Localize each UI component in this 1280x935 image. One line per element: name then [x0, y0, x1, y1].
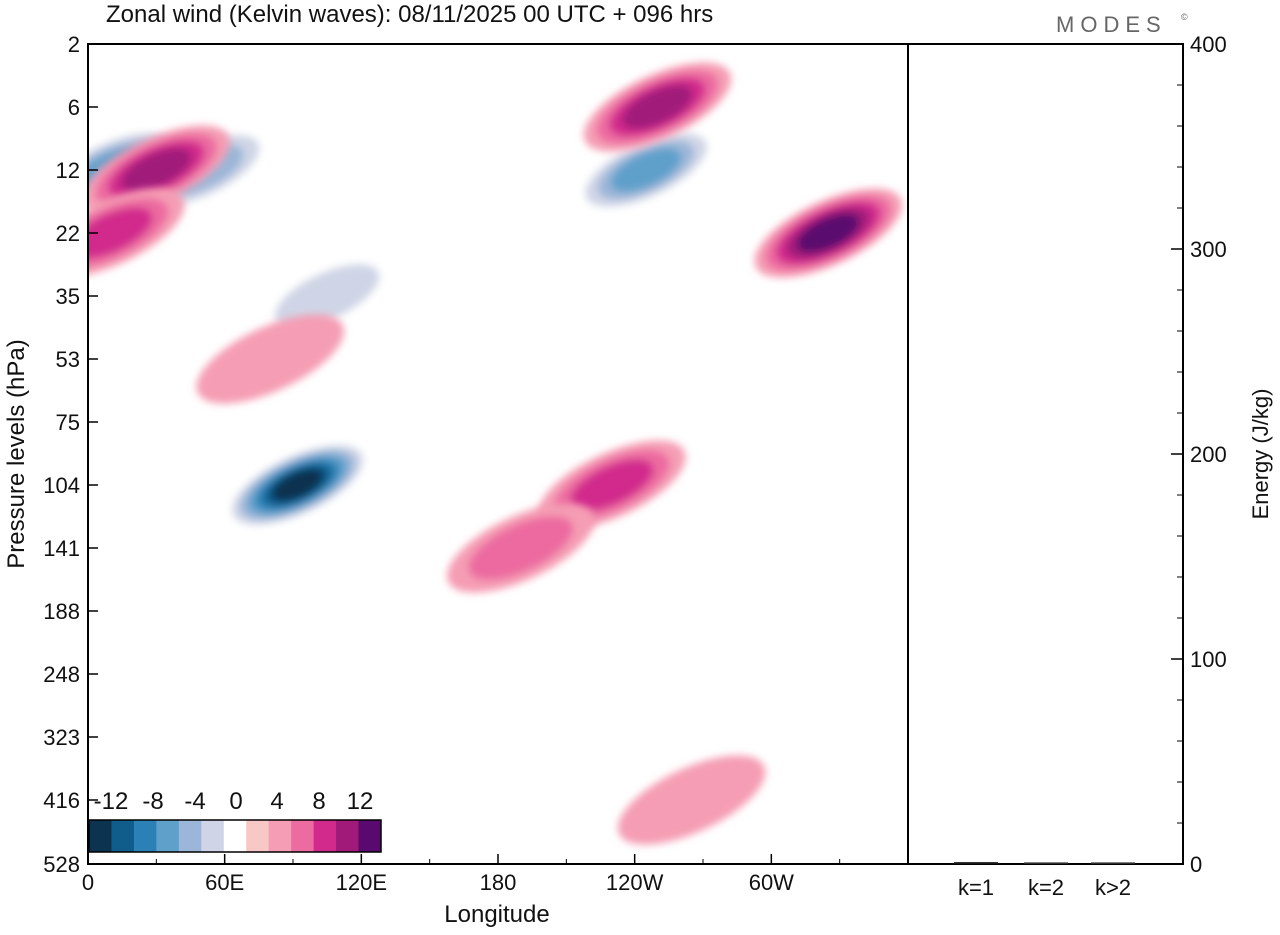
colorbar-swatch	[156, 820, 180, 852]
colorbar: -12 -8 -4 0 4 8 12	[88, 788, 382, 853]
wind-anomaly-field	[88, 62, 903, 845]
colorbar-swatch	[358, 820, 382, 852]
anomaly-contour	[196, 314, 344, 404]
anomaly-contour	[121, 148, 192, 192]
anomaly-westerly	[617, 755, 766, 845]
colorbar-swatch	[291, 820, 315, 852]
x-axis-label: Longitude	[444, 901, 549, 928]
longitude-tick-label: 120W	[606, 870, 664, 895]
colorbar-swatch	[268, 820, 292, 852]
pressure-tick-label: 22	[56, 221, 80, 246]
pressure-tick-label: 6	[68, 95, 80, 120]
energy-category-label: k=1	[958, 875, 994, 900]
energy-axis: 0 100 200 300 400	[1171, 32, 1227, 877]
pressure-tick-label: 141	[43, 536, 80, 561]
colorbar-swatch	[133, 820, 157, 852]
colorbar-swatch	[336, 820, 360, 852]
colorbar-swatch	[111, 820, 135, 852]
pressure-tick-label: 528	[43, 852, 80, 877]
colorbar-swatch	[89, 820, 112, 852]
pressure-axis: 2 6 12 22 35 53 75 104 141 188 248 323 416 528	[43, 32, 98, 877]
longitude-tick-label: 60E	[205, 870, 244, 895]
brand-text: MODES	[1056, 12, 1167, 37]
energy-bar	[954, 861, 998, 864]
anomaly-easterly	[223, 440, 372, 530]
colorbar-label: 4	[270, 788, 283, 815]
energy-tick-label: 0	[1190, 852, 1202, 877]
pressure-tick-label: 12	[56, 158, 80, 183]
modes-logo: MODES ©	[1056, 12, 1188, 37]
anomaly-westerly	[196, 314, 344, 404]
y-axis-label: Pressure levels (hPa)	[3, 339, 30, 568]
colorbar-frame	[88, 819, 382, 853]
anomaly-contour	[274, 264, 380, 328]
colorbar-label: -4	[184, 788, 205, 815]
colorbar-swatch	[201, 820, 225, 852]
pressure-tick-label: 53	[56, 347, 80, 372]
anomaly-contour	[622, 85, 693, 129]
colorbar-swatch	[246, 820, 270, 852]
anomaly-westerly	[88, 125, 231, 215]
colorbar-label: -12	[94, 788, 129, 815]
anomaly-contour	[570, 459, 654, 511]
anomaly-contour	[272, 468, 324, 502]
pressure-tick-label: 188	[43, 599, 80, 624]
longitude-tick-label: 120E	[336, 870, 387, 895]
pressure-tick-label: 323	[43, 725, 80, 750]
energy-bars: k=1 k=2 k>2	[954, 861, 1135, 900]
pressure-tick-label: 75	[56, 410, 80, 435]
anomaly-easterly	[617, 629, 766, 719]
pressure-tick-label: 248	[43, 662, 80, 687]
energy-category-label: k=2	[1028, 875, 1064, 900]
longitude-tick-label: 180	[480, 870, 517, 895]
anomaly-contour	[617, 755, 766, 845]
anomaly-westerly	[88, 188, 185, 278]
anomaly-westerly	[754, 188, 903, 278]
anomaly-contour	[610, 148, 682, 192]
brand-mark: ©	[1181, 12, 1188, 22]
colorbar-label: 12	[347, 788, 374, 815]
anomaly-westerly	[583, 62, 732, 152]
pressure-tick-label: 104	[43, 473, 80, 498]
energy-tick-label: 200	[1190, 442, 1227, 467]
anomaly-contour	[468, 516, 574, 580]
colorbar-swatch	[223, 820, 247, 852]
energy-tick-label: 300	[1190, 237, 1227, 262]
longitude-tick-label: 0	[82, 870, 94, 895]
anomaly-contour	[617, 629, 766, 719]
energy-axis-label: Energy (J/kg)	[1248, 389, 1273, 520]
colorbar-swatch	[178, 820, 202, 852]
longitude-axis: 0 60E 120E 180 120W 60W	[82, 854, 841, 895]
pressure-tick-label: 416	[43, 788, 80, 813]
colorbar-label: 0	[229, 788, 242, 815]
anomaly-contour	[88, 207, 153, 259]
colorbar-swatch	[313, 820, 337, 852]
energy-bar	[1024, 862, 1068, 864]
anomaly-contour	[797, 213, 860, 253]
anomaly-westerly	[447, 503, 595, 593]
energy-panel-frame	[907, 43, 1184, 865]
pressure-tick-label: 35	[56, 284, 80, 309]
longitude-tick-label: 60W	[749, 870, 794, 895]
colorbar-label: -8	[142, 788, 163, 815]
energy-bar	[1091, 862, 1135, 864]
anomaly-easterly	[572, 125, 720, 215]
colorbar-label: 8	[312, 788, 325, 815]
energy-category-label: k>2	[1095, 875, 1131, 900]
chart-title: Zonal wind (Kelvin waves): 08/11/2025 00…	[106, 1, 713, 28]
energy-tick-label: 400	[1190, 32, 1227, 57]
pressure-tick-label: 2	[68, 32, 80, 57]
energy-tick-label: 100	[1190, 647, 1227, 672]
